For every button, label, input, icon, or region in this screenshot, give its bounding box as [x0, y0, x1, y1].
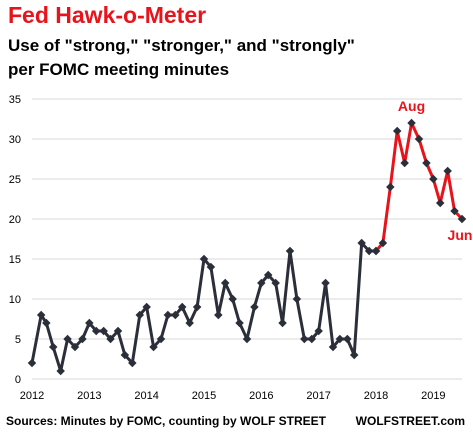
- subtitle-line-2: per FOMC meeting minutes: [8, 60, 230, 79]
- data-point: [149, 342, 158, 352]
- data-point: [422, 158, 431, 168]
- data-point: [435, 198, 445, 208]
- data-point: [192, 302, 202, 312]
- y-tick-label: 20: [9, 214, 21, 226]
- data-point: [335, 334, 345, 344]
- data-point: [206, 262, 216, 272]
- data-point: [378, 238, 388, 248]
- data-point: [314, 326, 323, 336]
- data-point: [42, 318, 51, 328]
- x-tick-label: 2013: [77, 390, 101, 402]
- data-point: [36, 310, 46, 320]
- data-point: [300, 334, 309, 344]
- credit-label: WOLFSTREET.com: [355, 414, 465, 428]
- data-point: [349, 350, 359, 360]
- data-point: [250, 302, 259, 312]
- data-point: [400, 158, 409, 168]
- data-point: [443, 166, 452, 176]
- x-tick-label: 2019: [421, 390, 445, 402]
- data-point: [78, 334, 87, 344]
- y-tick-label: 5: [15, 334, 21, 346]
- data-point: [199, 254, 209, 264]
- data-point: [457, 214, 467, 224]
- data-point: [321, 278, 330, 288]
- x-tick-label: 2018: [364, 390, 388, 402]
- y-tick-label: 0: [15, 374, 21, 386]
- data-point: [156, 334, 166, 344]
- data-point: [292, 294, 302, 304]
- data-point: [235, 318, 244, 328]
- data-point: [56, 366, 65, 376]
- data-point: [257, 278, 266, 288]
- data-point: [364, 246, 374, 256]
- data-point: [450, 206, 459, 216]
- data-point: [278, 318, 287, 328]
- data-point: [185, 318, 194, 328]
- data-point: [48, 342, 58, 352]
- source-note: Sources: Minutes by FOMC, counting by WO…: [6, 414, 327, 428]
- data-point: [386, 182, 395, 192]
- y-tick-label: 10: [9, 294, 21, 306]
- data-point: [328, 342, 338, 352]
- data-point: [343, 334, 352, 344]
- y-tick-label: 35: [9, 94, 21, 106]
- x-tick-label: 2015: [192, 390, 216, 402]
- data-point: [429, 174, 438, 184]
- data-point: [220, 278, 230, 288]
- data-point: [70, 342, 80, 352]
- data-point: [407, 118, 416, 128]
- x-tick-label: 2014: [134, 390, 158, 402]
- x-tick-label: 2017: [306, 390, 330, 402]
- data-point: [285, 246, 295, 256]
- annotation-label: Aug: [398, 98, 425, 114]
- data-point: [414, 134, 424, 144]
- data-point: [271, 278, 280, 288]
- data-point: [392, 126, 402, 136]
- subtitle-line-1: Use of "strong," "stronger," and "strong…: [8, 36, 355, 55]
- data-point: [371, 246, 381, 256]
- data-point: [177, 302, 187, 312]
- annotation-label: Jun: [448, 227, 473, 243]
- data-point: [106, 334, 115, 344]
- data-point: [214, 310, 223, 320]
- y-tick-label: 25: [9, 174, 21, 186]
- data-point: [228, 294, 237, 304]
- data-point: [91, 326, 101, 336]
- data-point: [263, 270, 273, 280]
- data-point: [27, 358, 37, 368]
- data-point: [142, 302, 151, 312]
- chart-title: Fed Hawk-o-Meter: [8, 2, 207, 28]
- chart-subtitle: Use of "strong," "stronger," and "strong…: [8, 34, 448, 82]
- data-point: [99, 326, 108, 336]
- x-tick-label: 2016: [249, 390, 273, 402]
- y-tick-label: 30: [9, 134, 21, 146]
- data-point: [113, 326, 123, 336]
- data-point: [135, 310, 145, 320]
- data-point: [171, 310, 180, 320]
- data-point: [163, 310, 173, 320]
- data-point: [120, 350, 130, 360]
- x-tick-label: 2012: [20, 390, 44, 402]
- data-point: [357, 238, 366, 248]
- data-point: [63, 334, 72, 344]
- data-point: [242, 334, 252, 344]
- data-point: [85, 318, 94, 328]
- data-point: [128, 358, 137, 368]
- data-point: [307, 334, 317, 344]
- y-tick-label: 15: [9, 254, 21, 266]
